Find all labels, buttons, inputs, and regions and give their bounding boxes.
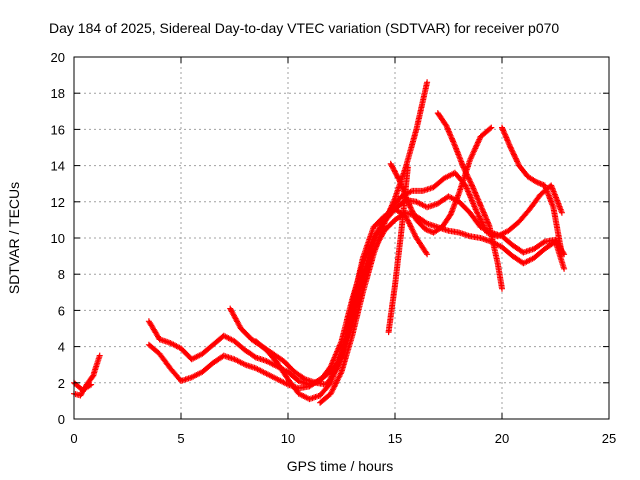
x-tick-label: 5 [177,431,184,446]
series-track-k [385,164,411,336]
y-tick-label: 4 [58,340,65,355]
y-tick-label: 0 [58,412,65,427]
y-tick-label: 18 [51,86,65,101]
y-tick-label: 8 [58,267,65,282]
series-markers [317,79,431,406]
y-tick-label: 14 [51,159,65,174]
y-tick-label: 6 [58,303,65,318]
data-series [71,79,568,406]
series-track-j [499,124,565,258]
y-tick-label: 10 [51,231,65,246]
series-track-f [252,206,431,403]
series-markers [385,164,411,336]
x-tick-label: 0 [70,431,77,446]
y-tick-label: 16 [51,122,65,137]
x-tick-labels: 0 5 10 15 20 25 [70,431,616,446]
x-tick-label: 15 [388,431,402,446]
series-markers [71,352,103,399]
series-markers [387,124,495,236]
chart-title: Day 184 of 2025, Sidereal Day-to-day VTE… [49,20,559,36]
series-track-i [434,110,505,292]
series-markers [434,110,505,292]
series-track-h [387,124,495,236]
y-tick-label: 12 [51,195,65,210]
series-markers [252,206,431,403]
axis-ticks [73,56,610,420]
x-axis-label: GPS time / hours [287,458,394,474]
y-tick-label: 2 [58,376,65,391]
series-markers [499,124,565,258]
x-tick-label: 20 [495,431,509,446]
y-tick-label: 20 [51,50,65,65]
x-tick-label: 10 [281,431,295,446]
y-tick-labels: 0 2 4 6 8 10 12 14 16 18 20 [51,50,65,427]
series-track-g [317,79,431,406]
series-track-a [71,352,103,399]
y-axis-label: SDTVAR / TECUs [6,182,22,294]
x-tick-label: 25 [602,431,616,446]
